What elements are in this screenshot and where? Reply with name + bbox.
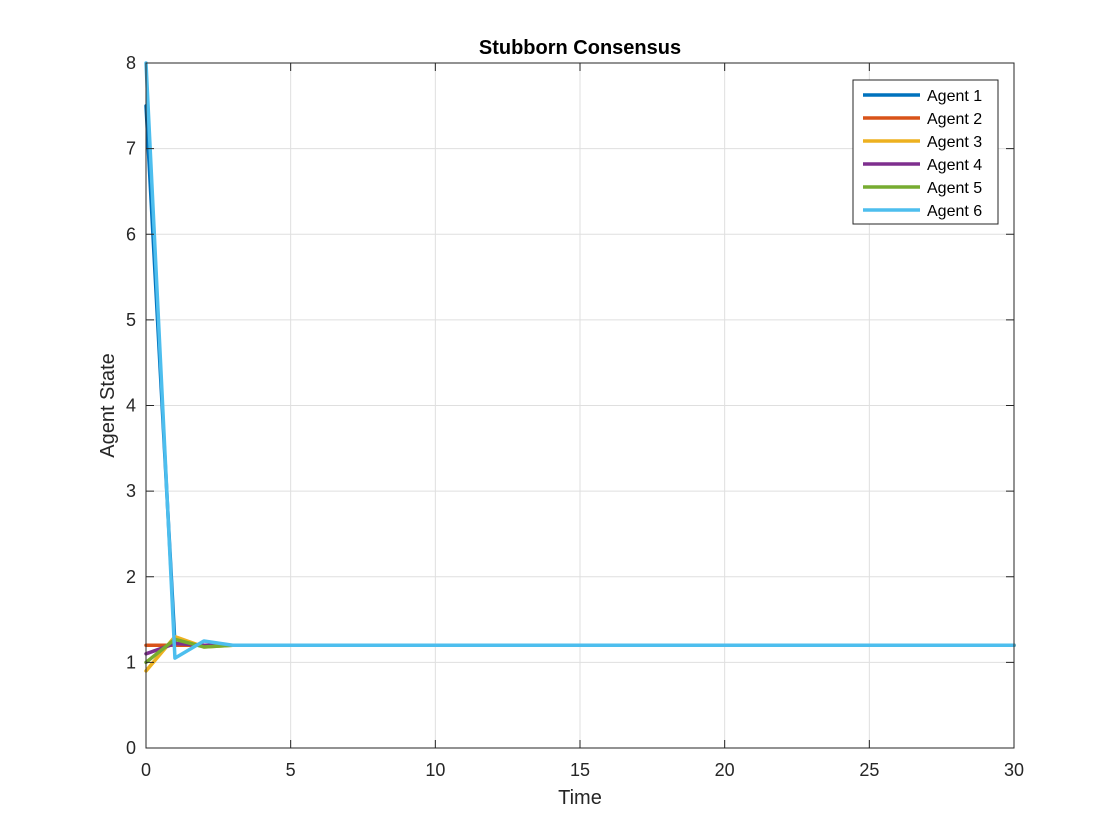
series-lines [144, 61, 1016, 673]
y-tick-label: 1 [126, 652, 136, 672]
y-axis-label: Agent State [97, 353, 119, 458]
x-tick-label: 5 [286, 760, 296, 780]
y-tick-label: 6 [126, 224, 136, 244]
legend-label-agent-6: Agent 6 [927, 203, 982, 220]
legend-label-agent-2: Agent 2 [927, 111, 982, 128]
legend-box [852, 79, 999, 225]
grid [146, 63, 1014, 748]
chart-title: Stubborn Consensus [479, 37, 681, 59]
x-tick-label: 25 [859, 760, 879, 780]
y-tick-label: 8 [126, 53, 136, 73]
legend-label-agent-3: Agent 3 [927, 134, 982, 151]
x-tick-label: 15 [570, 760, 590, 780]
x-tick-label: 0 [141, 760, 151, 780]
y-tick-label: 4 [126, 396, 136, 416]
x-axis-label: Time [558, 787, 602, 809]
legend: Agent 1 Agent 2 Agent 3 Agent 4 Agent 5 Agent… [852, 79, 999, 225]
y-tick-label: 2 [126, 567, 136, 587]
legend-label-agent-1: Agent 1 [927, 88, 982, 105]
legend-label-agent-5: Agent 5 [927, 180, 982, 197]
legend-label-agent-4: Agent 4 [927, 157, 982, 174]
y-tick-label: 3 [126, 481, 136, 501]
x-tick-label: 20 [715, 760, 735, 780]
y-tick-label: 5 [126, 310, 136, 330]
y-tick-label: 7 [126, 139, 136, 159]
x-tick-label: 30 [1004, 760, 1024, 780]
axis-ticks: 0 5 10 15 20 25 30 0 1 2 3 4 5 6 7 8 [126, 53, 1024, 780]
series-line-agent-6 [144, 61, 1016, 660]
y-tick-label: 0 [126, 738, 136, 758]
x-tick-label: 10 [425, 760, 445, 780]
